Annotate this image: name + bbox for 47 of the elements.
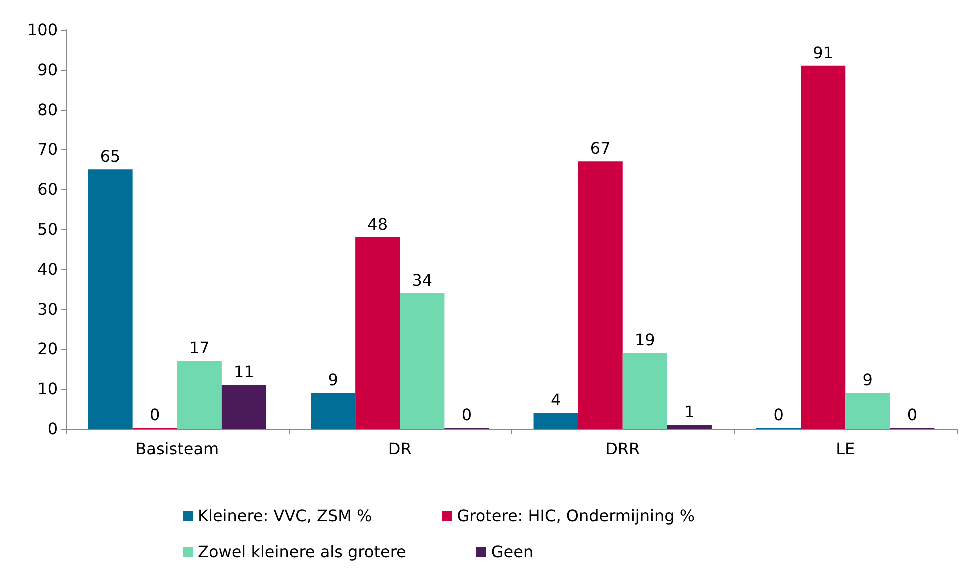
- y-tick-label: 40: [38, 260, 58, 279]
- data-label: 0: [150, 406, 160, 424]
- y-tick-label: 80: [38, 100, 58, 120]
- y-tick-label: 30: [38, 300, 58, 319]
- bar: [177, 361, 222, 429]
- data-label: 34: [412, 270, 433, 290]
- y-tick-label: 70: [38, 140, 58, 160]
- data-label: 0: [774, 406, 784, 424]
- bar: [578, 162, 623, 429]
- legend-label: Geen: [491, 542, 534, 562]
- data-label: 48: [368, 214, 388, 234]
- bar: [356, 237, 400, 429]
- x-tick-label: DRR: [606, 440, 640, 458]
- bar: [534, 413, 578, 429]
- legend-label: Grotere: HIC, Ondermijning %: [457, 506, 696, 526]
- y-tick-label: 0: [48, 420, 58, 438]
- bar: [667, 425, 712, 429]
- bar: [311, 393, 356, 429]
- bar: [846, 393, 890, 429]
- data-label: 11: [234, 362, 254, 382]
- legend-label: Kleinere: VVC, ZSM %: [198, 506, 372, 526]
- x-tick-label: Basisteam: [136, 440, 220, 458]
- data-label: 65: [100, 147, 121, 166]
- data-label: 4: [550, 390, 562, 410]
- y-tick-label: 50: [38, 220, 58, 239]
- data-label: 1: [684, 402, 695, 422]
- data-label: 17: [189, 338, 210, 358]
- y-tick-label: 10: [38, 380, 58, 399]
- data-label: 67: [590, 139, 611, 158]
- y-tick-label: 90: [38, 60, 58, 80]
- bar: [622, 353, 668, 429]
- y-tick-label: 100: [27, 20, 58, 40]
- bar: [400, 293, 445, 429]
- x-tick-label: DR: [388, 440, 412, 458]
- legend-label: Zowel kleinere als grotere: [198, 542, 406, 562]
- y-tick-label: 20: [38, 340, 58, 359]
- x-tick-label: LE: [836, 440, 856, 458]
- y-tick-label: 60: [38, 180, 58, 200]
- data-label: 19: [634, 330, 656, 350]
- data-label: 91: [813, 43, 834, 62]
- data-label: 9: [862, 370, 873, 390]
- bar: [222, 385, 266, 429]
- data-label: 0: [907, 406, 918, 424]
- data-label: 9: [328, 370, 338, 390]
- data-label: 0: [462, 406, 472, 424]
- bar: [88, 170, 133, 429]
- bar: [801, 66, 846, 429]
